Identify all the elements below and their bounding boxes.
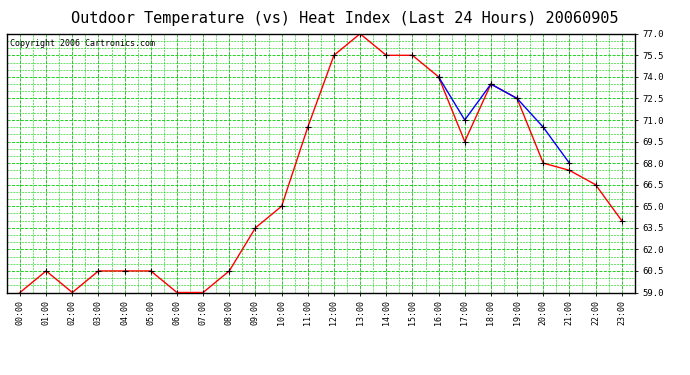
Text: Copyright 2006 Cartronics.com: Copyright 2006 Cartronics.com [10,39,155,48]
Text: Outdoor Temperature (vs) Heat Index (Last 24 Hours) 20060905: Outdoor Temperature (vs) Heat Index (Las… [71,11,619,26]
